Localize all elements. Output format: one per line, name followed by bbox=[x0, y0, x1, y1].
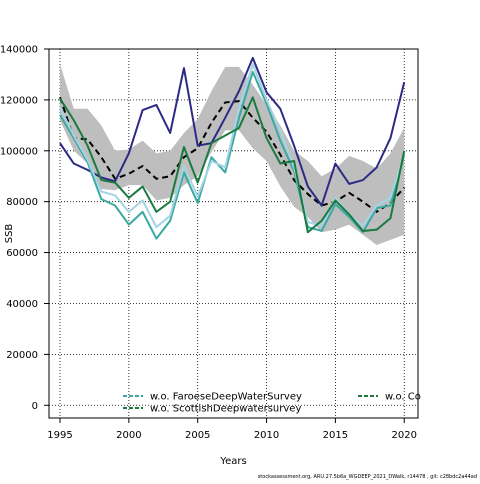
legend-label-1: w.o. FaroeseDeepWaterSurvey bbox=[150, 392, 302, 403]
series-line-5 bbox=[59, 96, 406, 234]
series-line-3 bbox=[59, 70, 406, 240]
x-tick-label: 2005 bbox=[185, 430, 210, 441]
series-line-2 bbox=[59, 56, 406, 207]
y-tick-label: 80000 bbox=[6, 197, 38, 208]
x-axis: 1995 2000 2005 2010 2015 2020 bbox=[47, 418, 417, 441]
x-axis-label: Years bbox=[219, 456, 246, 467]
x-tick-label: 2010 bbox=[254, 430, 279, 441]
y-tick-label: 0 bbox=[32, 401, 38, 412]
y-axis-label: SSB bbox=[4, 224, 15, 244]
x-tick-label: 1995 bbox=[47, 430, 72, 441]
y-tick-label: 140000 bbox=[0, 45, 38, 56]
x-tick-label: 2020 bbox=[392, 430, 417, 441]
x-tick-label: 2015 bbox=[323, 430, 348, 441]
legend-label-3: w.o. Co bbox=[385, 392, 421, 403]
y-tick-label: 120000 bbox=[0, 95, 38, 106]
x-tick-label: 2000 bbox=[116, 430, 141, 441]
y-tick-label: 100000 bbox=[0, 146, 38, 157]
footer-note: stockassessment.org, ARU.27.5b6a_WGDEEP_… bbox=[258, 474, 477, 480]
series-lines bbox=[59, 56, 406, 240]
plot-frame bbox=[48, 48, 419, 419]
legend-label-2: w.o. ScottishDeepwatersurvey bbox=[150, 404, 301, 415]
y-tick-label: 20000 bbox=[6, 350, 38, 361]
y-axis: 0 20000 40000 60000 80000 100000 120000 140000 bbox=[0, 45, 49, 412]
y-tick-label: 40000 bbox=[6, 299, 38, 310]
y-tick-label: 60000 bbox=[6, 248, 38, 259]
